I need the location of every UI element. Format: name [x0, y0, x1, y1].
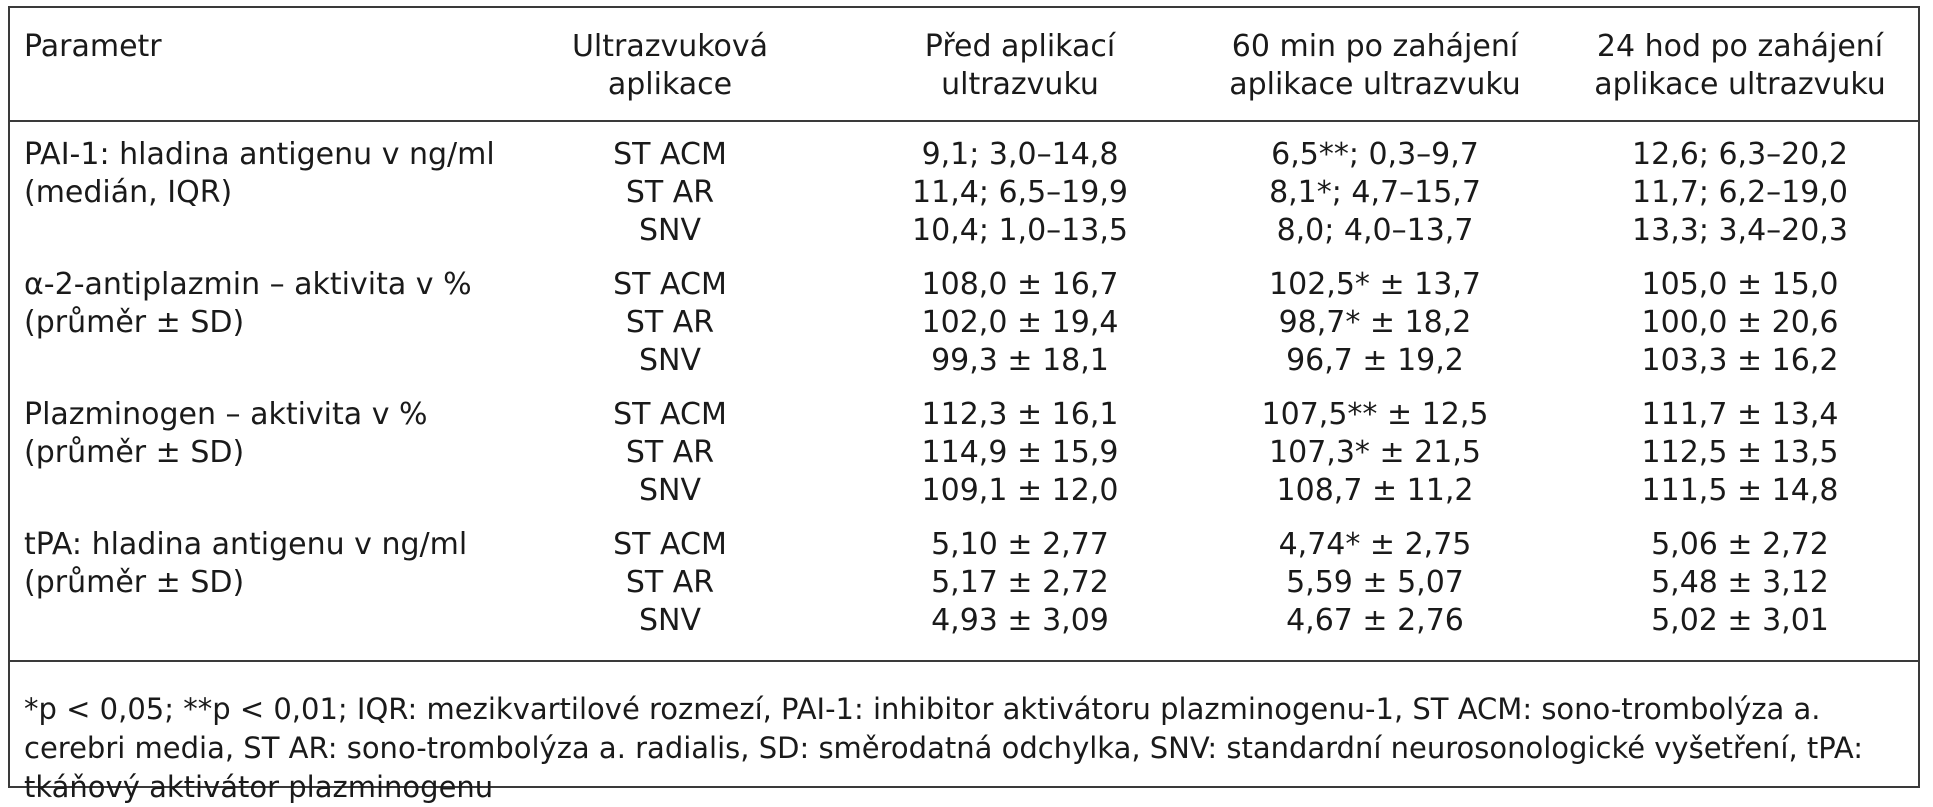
param-label: Plazminogen – aktivita v %	[24, 397, 428, 432]
table-cell-60min: 6,5**; 0,3–9,7	[1271, 137, 1479, 172]
table-cell-24h: 5,48 ± 3,12	[1651, 565, 1829, 600]
table-cell-24h: 111,5 ± 14,8	[1641, 473, 1839, 508]
param-label: tPA: hladina antigenu v ng/ml	[24, 527, 468, 562]
table-cell-24h: 13,3; 3,4–20,3	[1632, 213, 1848, 248]
table-cell-24h: 111,7 ± 13,4	[1641, 397, 1839, 432]
table-cell-24h: 100,0 ± 20,6	[1641, 305, 1839, 340]
table-cell-app: ST ACM	[613, 267, 727, 302]
table-frame	[8, 6, 1920, 788]
table-cell-before: 112,3 ± 16,1	[921, 397, 1119, 432]
table-cell-app: SNV	[638, 213, 701, 248]
param-label: α-2-antiplazmin – aktivita v %	[24, 267, 472, 302]
table-cell-60min: 96,7 ± 19,2	[1286, 343, 1464, 378]
table-cell-app: ST AR	[625, 305, 715, 340]
header-24h-line1: 24 hod po zahájení	[1596, 29, 1884, 64]
param-sublabel: (průměr ± SD)	[24, 435, 245, 470]
table-cell-60min: 102,5* ± 13,7	[1269, 267, 1481, 302]
param-label: PAI-1: hladina antigenu v ng/ml	[24, 137, 495, 172]
param-sublabel: (medián, IQR)	[24, 175, 233, 210]
table-cell-60min: 4,67 ± 2,76	[1286, 603, 1464, 638]
table-cell-24h: 103,3 ± 16,2	[1641, 343, 1839, 378]
table-cell-before: 5,10 ± 2,77	[931, 527, 1109, 562]
param-sublabel: (průměr ± SD)	[24, 305, 245, 340]
header-divider	[8, 120, 1920, 122]
table-cell-before: 102,0 ± 19,4	[921, 305, 1119, 340]
table-cell-app: SNV	[638, 473, 701, 508]
table-cell-60min: 4,74* ± 2,75	[1278, 527, 1472, 562]
header-before-line2: ultrazvuku	[941, 67, 1099, 102]
table-cell-60min: 8,1*; 4,7–15,7	[1269, 175, 1481, 210]
header-60min-line1: 60 min po zahájení	[1231, 29, 1519, 64]
header-24h-line2: aplikace ultrazvuku	[1594, 67, 1886, 102]
header-app-line2: aplikace	[607, 67, 733, 102]
table-cell-app: ST AR	[625, 435, 715, 470]
table-cell-app: ST ACM	[613, 397, 727, 432]
table-cell-before: 11,4; 6,5–19,9	[912, 175, 1128, 210]
table-cell-60min: 108,7 ± 11,2	[1276, 473, 1474, 508]
header-app-line1: Ultrazvuková	[571, 29, 769, 64]
table-cell-24h: 11,7; 6,2–19,0	[1632, 175, 1848, 210]
table-cell-24h: 5,02 ± 3,01	[1651, 603, 1829, 638]
table-cell-60min: 5,59 ± 5,07	[1286, 565, 1464, 600]
table-cell-app: ST ACM	[613, 527, 727, 562]
header-before-line1: Před aplikací	[924, 29, 1116, 64]
table-footnote: *p < 0,05; **p < 0,01; IQR: mezikvartilo…	[24, 692, 1864, 804]
table-cell-60min: 98,7* ± 18,2	[1278, 305, 1472, 340]
footer-divider	[8, 660, 1920, 662]
table-cell-24h: 5,06 ± 2,72	[1651, 527, 1829, 562]
table-cell-60min: 107,5** ± 12,5	[1261, 397, 1489, 432]
table-cell-60min: 107,3* ± 21,5	[1269, 435, 1481, 470]
table-cell-60min: 8,0; 4,0–13,7	[1276, 213, 1474, 248]
table-cell-before: 4,93 ± 3,09	[931, 603, 1109, 638]
table-cell-24h: 105,0 ± 15,0	[1641, 267, 1839, 302]
table-cell-app: ST AR	[625, 175, 715, 210]
table-cell-before: 114,9 ± 15,9	[921, 435, 1119, 470]
header-parametr: Parametr	[24, 29, 162, 64]
table-cell-app: SNV	[638, 603, 701, 638]
table-cell-before: 10,4; 1,0–13,5	[912, 213, 1128, 248]
table-cell-before: 108,0 ± 16,7	[921, 267, 1119, 302]
param-sublabel: (průměr ± SD)	[24, 565, 245, 600]
table-cell-24h: 112,5 ± 13,5	[1641, 435, 1839, 470]
table-cell-before: 99,3 ± 18,1	[931, 343, 1109, 378]
table-cell-before: 5,17 ± 2,72	[931, 565, 1109, 600]
table-cell-app: ST ACM	[613, 137, 727, 172]
table-cell-app: ST AR	[625, 565, 715, 600]
table-cell-before: 9,1; 3,0–14,8	[921, 137, 1119, 172]
table-cell-24h: 12,6; 6,3–20,2	[1632, 137, 1848, 172]
table-cell-app: SNV	[638, 343, 701, 378]
table-cell-before: 109,1 ± 12,0	[921, 473, 1119, 508]
header-60min-line2: aplikace ultrazvuku	[1229, 67, 1521, 102]
